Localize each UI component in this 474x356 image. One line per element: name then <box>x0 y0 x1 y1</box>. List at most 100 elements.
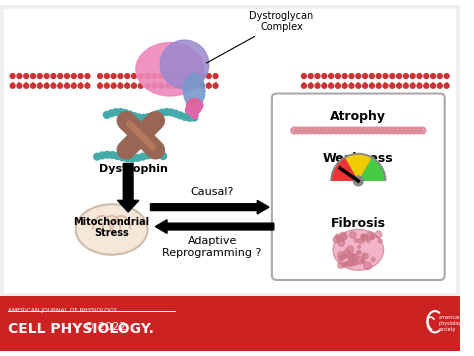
Circle shape <box>362 235 367 240</box>
Circle shape <box>160 153 166 159</box>
Circle shape <box>129 155 136 162</box>
Circle shape <box>132 74 137 78</box>
Circle shape <box>114 153 121 159</box>
Circle shape <box>346 252 353 259</box>
Circle shape <box>295 127 302 134</box>
Circle shape <box>98 83 102 88</box>
Circle shape <box>10 83 15 88</box>
Circle shape <box>394 127 401 134</box>
Circle shape <box>357 245 361 248</box>
Circle shape <box>431 74 436 78</box>
Circle shape <box>104 151 110 158</box>
Circle shape <box>200 83 204 88</box>
Circle shape <box>173 74 177 78</box>
Circle shape <box>337 251 345 259</box>
Circle shape <box>213 74 218 78</box>
Circle shape <box>139 153 146 160</box>
FancyArrow shape <box>151 200 269 214</box>
Text: Atrophy: Atrophy <box>330 110 386 123</box>
Circle shape <box>127 111 133 118</box>
Circle shape <box>193 74 198 78</box>
Circle shape <box>186 74 191 78</box>
Circle shape <box>122 110 128 116</box>
Text: Dystrophin: Dystrophin <box>99 164 167 174</box>
Circle shape <box>336 235 341 241</box>
Circle shape <box>361 127 368 134</box>
Circle shape <box>362 259 365 262</box>
FancyBboxPatch shape <box>0 297 460 351</box>
Circle shape <box>145 152 151 159</box>
Circle shape <box>85 83 90 88</box>
Text: Dystroglycan
Complex: Dystroglycan Complex <box>206 11 314 63</box>
Circle shape <box>367 232 374 239</box>
Circle shape <box>308 74 313 78</box>
Circle shape <box>78 74 83 78</box>
Circle shape <box>342 83 347 88</box>
Text: american
physiological
society: american physiological society <box>439 315 471 332</box>
Circle shape <box>113 109 119 116</box>
Text: Adaptive
Reprogramming ?: Adaptive Reprogramming ? <box>163 236 262 258</box>
Circle shape <box>186 98 202 114</box>
Circle shape <box>424 83 428 88</box>
Circle shape <box>193 83 198 88</box>
Circle shape <box>78 83 83 88</box>
Circle shape <box>117 109 124 115</box>
Circle shape <box>179 83 184 88</box>
Circle shape <box>361 234 368 241</box>
Circle shape <box>159 74 164 78</box>
Circle shape <box>345 127 351 134</box>
Circle shape <box>308 83 313 88</box>
Ellipse shape <box>76 204 147 255</box>
Circle shape <box>431 83 436 88</box>
Circle shape <box>438 74 442 78</box>
Circle shape <box>397 74 401 78</box>
Circle shape <box>328 127 335 134</box>
Circle shape <box>378 239 382 243</box>
Circle shape <box>341 238 344 241</box>
Circle shape <box>58 74 63 78</box>
Circle shape <box>403 74 408 78</box>
Circle shape <box>138 83 143 88</box>
Circle shape <box>322 83 327 88</box>
Circle shape <box>311 127 318 134</box>
Circle shape <box>134 155 141 161</box>
Circle shape <box>291 127 298 134</box>
Circle shape <box>410 127 418 134</box>
Circle shape <box>191 111 198 119</box>
Ellipse shape <box>333 230 383 270</box>
Circle shape <box>124 155 131 162</box>
Circle shape <box>369 74 374 78</box>
Circle shape <box>371 236 374 240</box>
Circle shape <box>140 114 147 121</box>
Circle shape <box>64 83 69 88</box>
Circle shape <box>111 74 116 78</box>
Circle shape <box>417 83 422 88</box>
Circle shape <box>103 111 110 118</box>
Circle shape <box>355 239 358 242</box>
Wedge shape <box>330 153 386 181</box>
Circle shape <box>356 74 361 78</box>
Circle shape <box>155 152 162 158</box>
Circle shape <box>315 83 320 88</box>
Circle shape <box>402 127 409 134</box>
Circle shape <box>51 74 56 78</box>
Circle shape <box>58 83 63 88</box>
Circle shape <box>118 74 123 78</box>
Circle shape <box>341 253 347 259</box>
Circle shape <box>357 251 361 255</box>
Circle shape <box>342 74 347 78</box>
Circle shape <box>383 74 388 78</box>
Circle shape <box>415 127 422 134</box>
Circle shape <box>322 74 327 78</box>
Circle shape <box>376 83 381 88</box>
Circle shape <box>340 232 346 239</box>
Circle shape <box>109 152 116 158</box>
Circle shape <box>177 112 184 119</box>
Circle shape <box>17 74 22 78</box>
Circle shape <box>132 83 137 88</box>
Circle shape <box>383 83 388 88</box>
Circle shape <box>336 83 340 88</box>
Circle shape <box>324 127 331 134</box>
Circle shape <box>206 74 211 78</box>
Circle shape <box>150 151 156 158</box>
